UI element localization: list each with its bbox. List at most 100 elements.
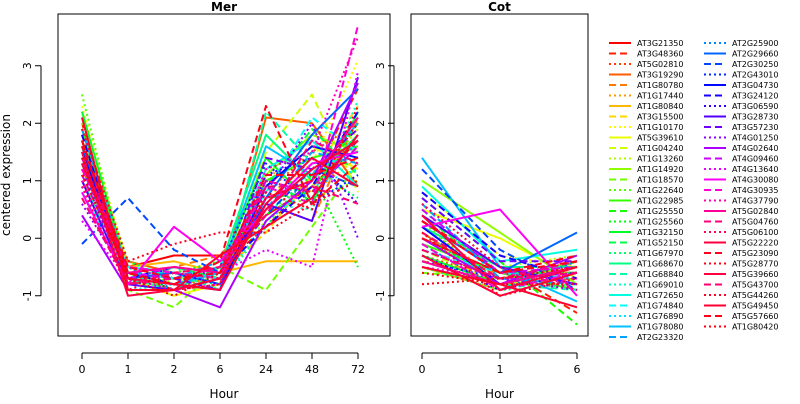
- panel-frame: [410, 13, 589, 337]
- series-line: [421, 197, 577, 263]
- legend-label: AT1G04240: [637, 144, 683, 153]
- legend-label: AT1G80840: [637, 102, 683, 111]
- series-line: [81, 36, 359, 291]
- series-line: [81, 25, 359, 280]
- legend-label: AT3G19290: [637, 71, 683, 80]
- legend-label: AT5G23090: [732, 249, 778, 258]
- legend-label: AT1G68670: [637, 260, 683, 269]
- legend-label: AT4G13640: [732, 165, 778, 174]
- series-line: [81, 105, 359, 286]
- legend-label: AT1G72650: [637, 291, 683, 300]
- panel-frame: [57, 13, 391, 337]
- legend-label: AT1G67970: [637, 249, 683, 258]
- legend-label: AT3G04730: [732, 81, 778, 90]
- legend-label: AT5G43700: [732, 281, 778, 290]
- legend-label: AT1G22985: [637, 197, 683, 206]
- x-tick-label: 2: [171, 363, 178, 376]
- legend-label: AT1G14920: [637, 165, 683, 174]
- legend-label: AT2G30250: [732, 60, 778, 69]
- series-line: [81, 105, 359, 291]
- series-line: [421, 271, 577, 286]
- y-tick-label: 1: [21, 177, 34, 184]
- y-tick-label: 1: [374, 177, 387, 184]
- y-tick-label: 0: [21, 235, 34, 242]
- legend-label: AT1G80420: [732, 323, 778, 332]
- legend-label: AT1G10170: [637, 123, 683, 132]
- legend-label: AT1G25550: [637, 207, 683, 216]
- y-tick-label: 0: [374, 235, 387, 242]
- legend-label: AT4G01250: [732, 134, 778, 143]
- series-line: [421, 191, 578, 280]
- legend-label: AT5G57660: [732, 312, 778, 321]
- legend-label: AT1G78080: [637, 323, 683, 332]
- legend-label: AT1G32150: [637, 228, 683, 237]
- series-line: [81, 156, 359, 291]
- legend-label: AT1G22640: [637, 186, 683, 195]
- y-tick-label: 3: [374, 62, 387, 69]
- legend-label: AT1G52150: [637, 239, 683, 248]
- legend-label: AT2G25900: [732, 39, 778, 48]
- legend-label: AT3G28730: [732, 113, 778, 122]
- legend-label: AT5G04760: [732, 218, 778, 227]
- x-tick-label: 72: [351, 363, 365, 376]
- series-line: [81, 122, 359, 297]
- legend-label: AT1G69010: [637, 281, 683, 290]
- x-tick-label: 6: [217, 363, 224, 376]
- legend-label: AT1G25560: [637, 218, 683, 227]
- legend-label: AT4G30080: [732, 176, 778, 185]
- x-axis-title: Hour: [485, 387, 514, 400]
- x-tick-label: 48: [305, 363, 319, 376]
- series-line: [421, 231, 578, 297]
- x-tick-label: 1: [125, 363, 132, 376]
- y-tick-label: -1: [374, 290, 387, 301]
- y-tick-label: -1: [21, 290, 34, 301]
- legend-label: AT1G80780: [637, 81, 683, 90]
- panel-title: Mer: [211, 0, 237, 14]
- panel-title: Cot: [488, 0, 511, 14]
- series-line: [421, 168, 578, 291]
- series-line: [421, 248, 578, 280]
- series-line: [81, 145, 359, 280]
- legend-label: AT4G09460: [732, 155, 778, 164]
- legend-label: AT5G39660: [732, 270, 778, 279]
- legend-label: AT5G39610: [637, 134, 683, 143]
- series-line: [421, 220, 578, 274]
- x-tick-label: 6: [574, 363, 581, 376]
- x-axis-title: Hour: [210, 387, 239, 400]
- series-line: [81, 139, 359, 297]
- legend-label: AT5G22220: [732, 239, 778, 248]
- series-line: [81, 185, 359, 286]
- legend-label: AT4G30935: [732, 186, 778, 195]
- legend-label: AT5G28770: [732, 260, 778, 269]
- legend-label: AT3G06590: [732, 102, 778, 111]
- x-tick-label: 24: [259, 363, 273, 376]
- y-tick-label: 3: [21, 62, 34, 69]
- legend-label: AT5G02840: [732, 207, 778, 216]
- legend-label: AT5G44260: [732, 291, 778, 300]
- legend-label: AT1G76890: [637, 312, 683, 321]
- x-tick-label: 1: [497, 363, 504, 376]
- legend-label: AT3G15500: [637, 113, 683, 122]
- legend-label: AT3G57230: [732, 123, 778, 132]
- series-line: [421, 237, 578, 274]
- series-line: [421, 266, 578, 286]
- legend-label: AT2G29660: [732, 50, 778, 59]
- legend-label: AT1G18570: [637, 176, 683, 185]
- x-tick-label: 0: [79, 363, 86, 376]
- y-tick-label: 2: [374, 120, 387, 127]
- legend-label: AT2G23320: [637, 333, 683, 342]
- legend-label: AT3G21350: [637, 39, 683, 48]
- legend-label: AT2G43010: [732, 71, 778, 80]
- legend-label: AT1G17440: [637, 92, 683, 101]
- series-line: [421, 203, 578, 286]
- series-line: [421, 248, 578, 291]
- legend-label: AT5G06100: [732, 228, 778, 237]
- legend-label: AT3G48360: [637, 50, 683, 59]
- series-line: [421, 266, 578, 309]
- legend-label: AT1G13260: [637, 155, 683, 164]
- legend-label: AT4G02640: [732, 144, 778, 153]
- legend-label: AT3G24120: [732, 92, 778, 101]
- x-tick-label: 0: [419, 363, 426, 376]
